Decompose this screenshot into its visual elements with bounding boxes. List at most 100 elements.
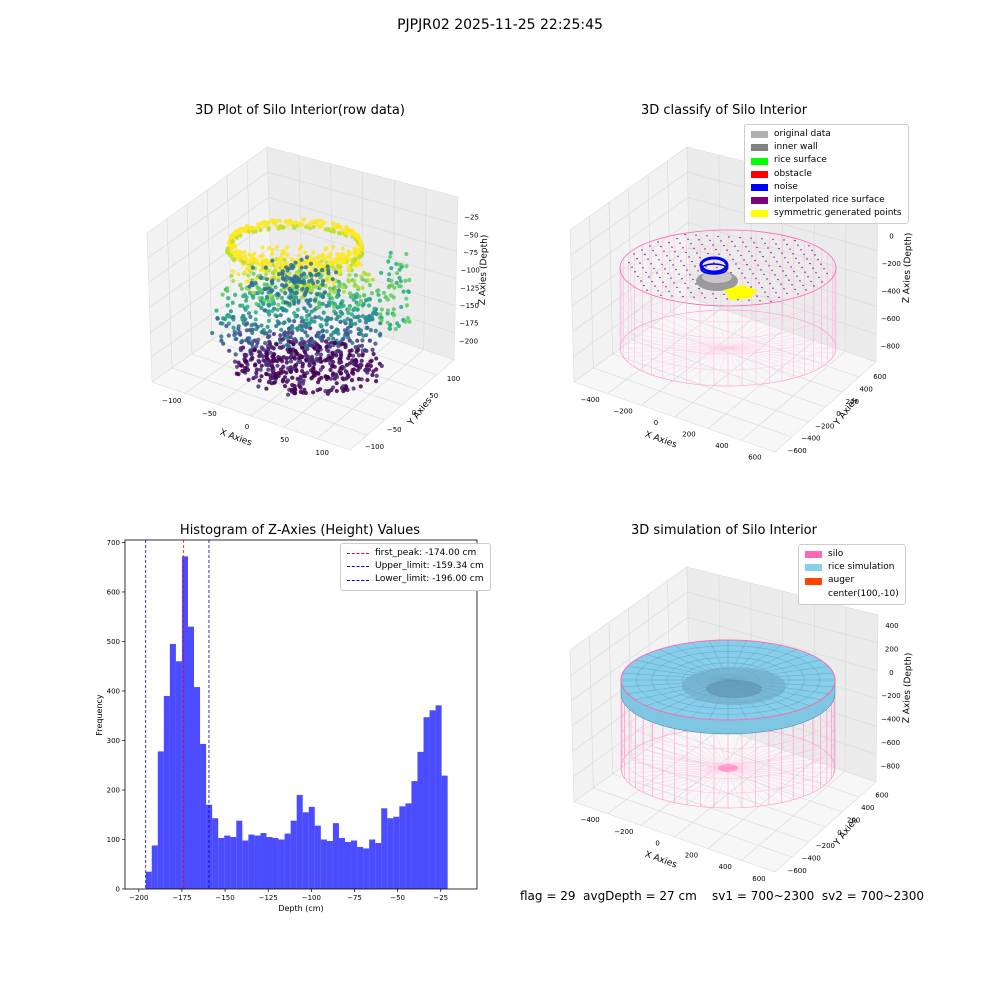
interpolated-point bbox=[811, 249, 813, 252]
interpolated-point bbox=[639, 262, 641, 264]
data-point bbox=[358, 299, 364, 304]
y-tick-label: 400 bbox=[107, 687, 120, 695]
interpolated-point bbox=[805, 289, 807, 291]
data-point bbox=[250, 265, 255, 270]
x-tick: −200 bbox=[614, 828, 633, 836]
data-point bbox=[311, 224, 316, 230]
data-point bbox=[266, 220, 271, 225]
interpolated-point bbox=[821, 281, 823, 283]
data-point bbox=[327, 292, 332, 297]
histogram-bar bbox=[157, 751, 164, 889]
data-point bbox=[323, 389, 328, 394]
data-point bbox=[349, 294, 354, 299]
interpolated-point bbox=[776, 261, 778, 263]
data-point bbox=[272, 380, 277, 385]
data-point bbox=[311, 390, 316, 395]
data-point bbox=[368, 328, 373, 333]
data-point bbox=[335, 304, 340, 309]
data-point bbox=[304, 317, 309, 322]
data-point bbox=[407, 319, 412, 324]
data-point bbox=[271, 331, 276, 337]
data-point bbox=[350, 340, 355, 345]
data-point bbox=[277, 218, 282, 223]
interpolated-point bbox=[782, 270, 784, 272]
interpolated-point bbox=[752, 273, 754, 275]
interpolated-point bbox=[640, 280, 642, 282]
data-point bbox=[328, 261, 334, 266]
data-point bbox=[398, 279, 403, 284]
legend-label: first_peak: -174.00 cm bbox=[375, 548, 477, 558]
interpolated-point bbox=[802, 284, 804, 287]
interpolated-point bbox=[718, 253, 720, 255]
data-point bbox=[298, 341, 303, 346]
interpolated-point bbox=[778, 247, 780, 250]
interpolated-point bbox=[747, 281, 749, 284]
z-tick: −125 bbox=[460, 284, 479, 292]
histogram-bar bbox=[423, 717, 430, 889]
interpolated-point bbox=[664, 268, 666, 270]
auger-base bbox=[718, 764, 738, 772]
data-point bbox=[395, 271, 400, 276]
data-point bbox=[318, 336, 323, 341]
data-point bbox=[244, 267, 249, 272]
histogram-bar bbox=[405, 803, 412, 889]
data-point bbox=[290, 375, 295, 380]
interpolated-point bbox=[749, 268, 751, 270]
interpolated-point bbox=[763, 273, 765, 276]
data-point bbox=[358, 362, 363, 367]
data-point bbox=[334, 270, 339, 275]
interpolated-point bbox=[794, 288, 796, 291]
data-point bbox=[338, 350, 343, 355]
data-point bbox=[277, 345, 282, 350]
data-point bbox=[281, 287, 286, 292]
interpolated-point bbox=[690, 291, 692, 294]
data-point bbox=[336, 343, 341, 349]
data-point bbox=[303, 330, 308, 335]
legend-swatch bbox=[805, 551, 822, 559]
data-point bbox=[266, 380, 271, 385]
data-point bbox=[226, 296, 231, 301]
interpolated-point bbox=[676, 237, 678, 240]
y-tick-label: 600 bbox=[107, 588, 120, 596]
data-point bbox=[333, 373, 338, 378]
data-point bbox=[258, 367, 263, 372]
interpolated-point bbox=[783, 239, 785, 241]
data-point bbox=[278, 367, 284, 372]
interpolated-point bbox=[726, 249, 728, 251]
data-point bbox=[242, 292, 248, 297]
data-point bbox=[315, 279, 320, 284]
interpolated-point bbox=[633, 253, 635, 255]
data-point bbox=[405, 316, 410, 321]
data-point bbox=[336, 288, 341, 293]
data-point bbox=[303, 322, 308, 327]
interpolated-point bbox=[698, 287, 700, 290]
legend-swatch bbox=[751, 183, 768, 191]
data-point bbox=[266, 344, 271, 349]
data-point bbox=[403, 278, 408, 283]
data-point bbox=[364, 315, 369, 320]
data-point bbox=[288, 359, 294, 364]
interpolated-point bbox=[790, 266, 792, 268]
interpolated-point bbox=[764, 291, 766, 293]
z-tick: −600 bbox=[881, 315, 900, 323]
data-point bbox=[325, 254, 330, 259]
data-point bbox=[281, 321, 286, 326]
data-point bbox=[352, 278, 357, 283]
data-point bbox=[350, 370, 355, 375]
data-point bbox=[280, 265, 285, 270]
interpolated-point bbox=[792, 253, 794, 255]
y-tick: 400 bbox=[861, 804, 874, 812]
legend-swatch bbox=[805, 564, 822, 572]
interpolated-point bbox=[679, 291, 681, 293]
histogram-bar bbox=[308, 806, 315, 889]
data-point bbox=[266, 302, 271, 307]
data-point bbox=[251, 271, 256, 276]
symmetric-points-patch bbox=[724, 285, 757, 300]
data-point bbox=[281, 249, 286, 254]
interpolated-point bbox=[775, 292, 777, 294]
data-point bbox=[341, 384, 346, 389]
interpolated-point bbox=[717, 235, 719, 238]
data-point bbox=[282, 384, 288, 389]
data-point bbox=[249, 352, 254, 357]
interpolated-point bbox=[690, 243, 692, 245]
